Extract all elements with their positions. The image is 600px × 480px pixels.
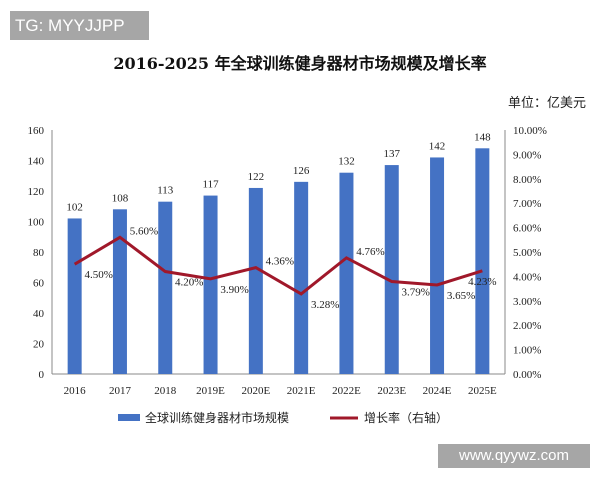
bar-label: 142	[429, 140, 446, 152]
bar	[294, 181, 309, 374]
left-tick-label: 60	[33, 278, 45, 290]
line-label: 4.76%	[356, 246, 384, 258]
bar	[475, 148, 490, 374]
right-tick-label: 2.00%	[513, 320, 541, 332]
line-label: 4.23%	[468, 276, 496, 288]
bar-label: 148	[474, 131, 491, 143]
x-tick-label: 2024E	[423, 385, 452, 397]
bar-label: 102	[66, 201, 83, 213]
line-label: 4.20%	[175, 277, 203, 289]
right-tick-label: 9.00%	[513, 149, 541, 161]
bar-label: 122	[248, 171, 265, 183]
legend-bar-swatch	[118, 414, 140, 421]
unit-label: 单位：亿美元	[507, 96, 586, 111]
line-label: 4.50%	[84, 269, 112, 281]
x-tick-label: 2025E	[468, 385, 497, 397]
watermark-bottom: www.qyywz.com	[438, 444, 590, 468]
x-tick-label: 2019E	[196, 385, 225, 397]
bar	[112, 209, 127, 374]
bar	[430, 157, 445, 374]
x-tick-label: 2021E	[287, 385, 316, 397]
left-tick-label: 40	[33, 308, 45, 320]
right-tick-label: 7.00%	[513, 198, 541, 210]
bar	[248, 187, 263, 374]
bar	[384, 165, 399, 374]
line-label: 3.65%	[447, 290, 475, 302]
right-tick-label: 8.00%	[513, 174, 541, 186]
left-tick-label: 140	[28, 156, 45, 168]
left-tick-label: 20	[33, 339, 45, 351]
left-tick-label: 80	[33, 247, 45, 259]
x-tick-label: 2018	[154, 385, 177, 397]
left-tick-label: 120	[28, 186, 45, 198]
line-label: 3.79%	[402, 287, 430, 299]
x-tick-label: 2016	[64, 385, 87, 397]
line-label: 3.28%	[311, 299, 339, 311]
x-tick-label: 2022E	[332, 385, 361, 397]
x-tick-label: 2017	[109, 385, 132, 397]
left-tick-label: 100	[28, 217, 45, 229]
right-tick-label: 10.00%	[513, 125, 547, 137]
x-tick-label: 2020E	[241, 385, 270, 397]
bar-label: 113	[157, 185, 174, 197]
bar-label: 108	[112, 192, 129, 204]
line-label: 5.60%	[130, 225, 158, 237]
bar	[158, 201, 173, 374]
bar-label: 137	[384, 148, 401, 160]
left-tick-label: 0	[39, 369, 45, 381]
right-tick-label: 6.00%	[513, 223, 541, 235]
bar-label: 126	[293, 165, 310, 177]
line-label: 4.36%	[266, 256, 294, 268]
legend-bar-label: 全球训练健身器材市场规模	[145, 410, 289, 425]
watermark-top: TG: MYYJJPP	[10, 11, 149, 40]
right-tick-label: 3.00%	[513, 296, 541, 308]
bar	[339, 172, 354, 374]
bar-label: 132	[338, 156, 355, 168]
right-tick-label: 1.00%	[513, 345, 541, 357]
right-tick-label: 4.00%	[513, 271, 541, 283]
legend-line-label: 增长率（右轴）	[364, 410, 448, 425]
right-tick-label: 0.00%	[513, 369, 541, 381]
bar-label: 117	[203, 179, 220, 191]
x-tick-label: 2023E	[377, 385, 406, 397]
bar	[67, 218, 82, 374]
left-tick-label: 160	[28, 125, 45, 137]
growth-line	[73, 235, 483, 296]
right-tick-label: 5.00%	[513, 247, 541, 259]
chart-title: 2016-2025 年全球训练健身器材市场规模及增长率	[113, 54, 487, 73]
bar	[203, 195, 218, 374]
line-label: 3.90%	[220, 284, 248, 296]
